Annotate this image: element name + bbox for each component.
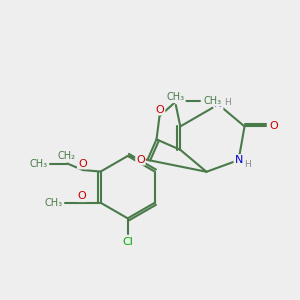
Text: H: H <box>244 160 251 169</box>
Text: H: H <box>224 98 231 106</box>
Text: O: O <box>78 158 87 169</box>
Text: N: N <box>214 99 223 110</box>
Text: CH₃: CH₃ <box>29 158 47 169</box>
Text: CH₃: CH₃ <box>204 96 222 106</box>
Text: N: N <box>234 155 243 165</box>
Text: O: O <box>156 105 164 115</box>
Text: O: O <box>136 154 145 165</box>
Text: Cl: Cl <box>122 237 133 247</box>
Text: CH₃: CH₃ <box>44 198 62 208</box>
Text: O: O <box>77 191 86 201</box>
Text: O: O <box>270 122 278 131</box>
Text: CH₂: CH₂ <box>58 151 76 161</box>
Text: CH₃: CH₃ <box>167 92 185 102</box>
